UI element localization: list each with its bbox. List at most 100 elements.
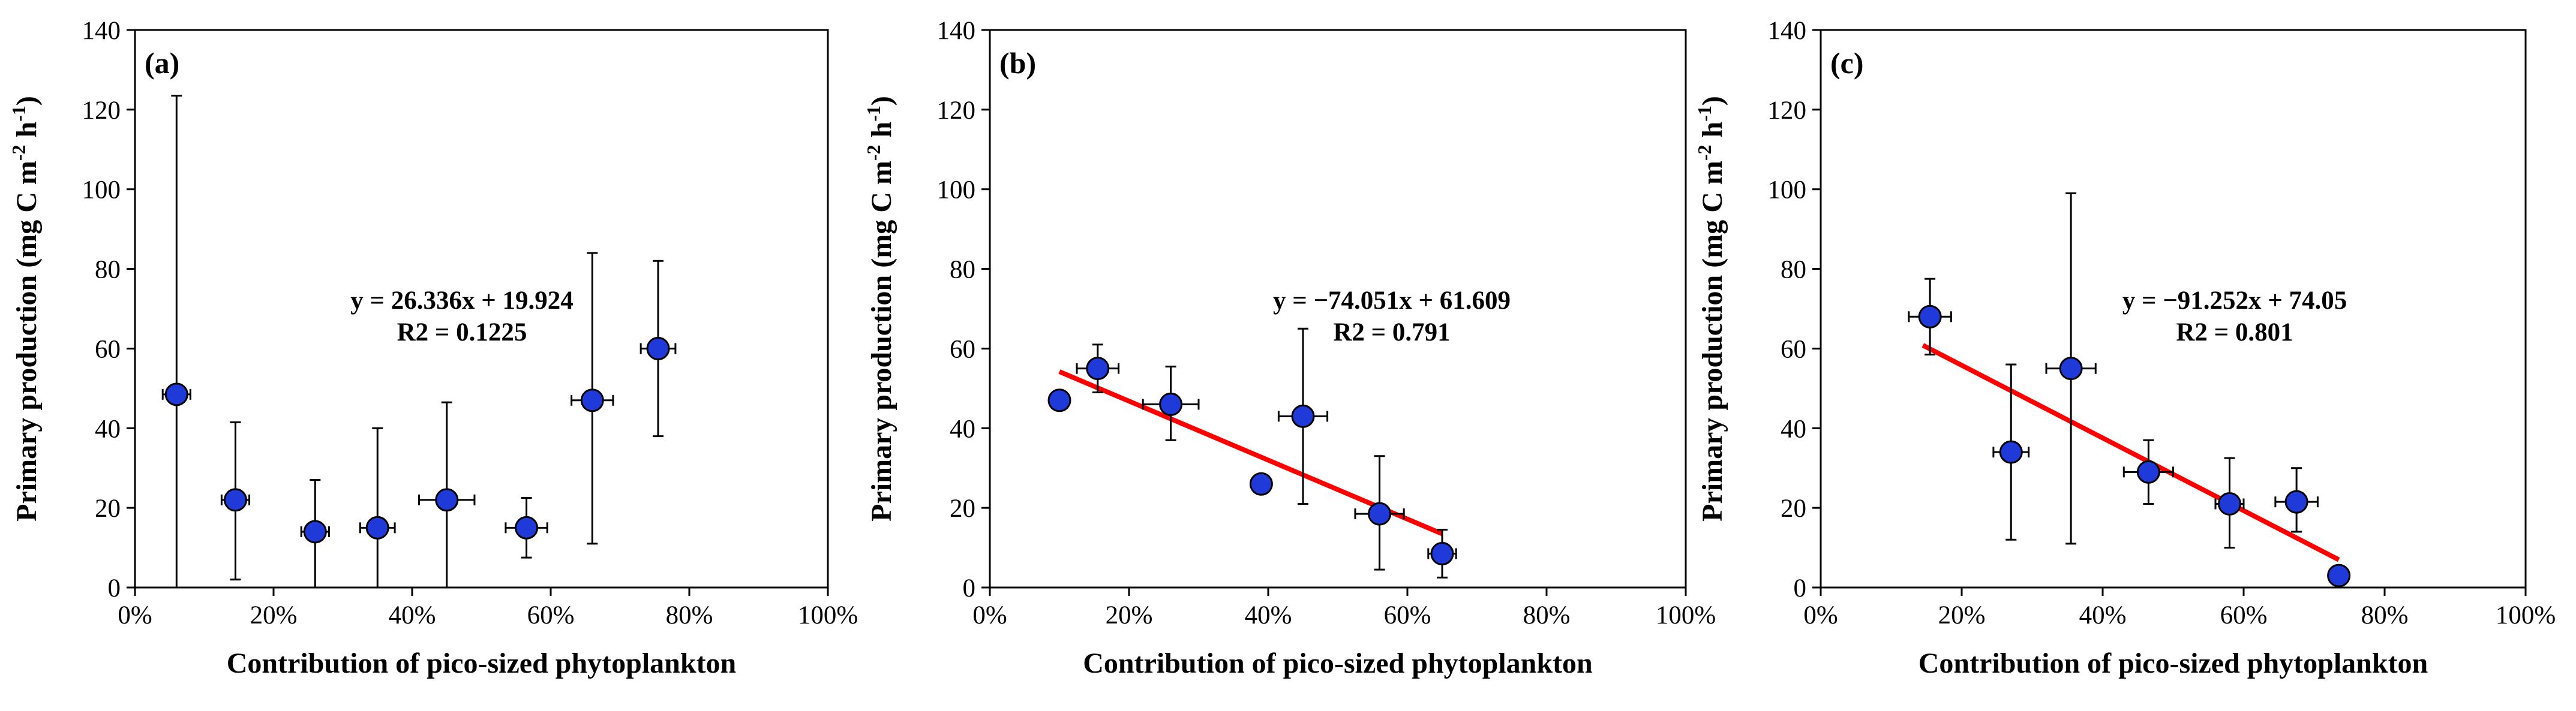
y-tick-label: 20 [1781,495,1806,523]
plot-frame [134,29,829,589]
data-point [1291,404,1315,428]
y-tick-label: 0 [108,574,121,602]
y-axis-title-part: Primary production (mg C m [1697,161,1728,522]
data-point [1430,542,1454,566]
y-axis-title-superscript: -2 [1694,144,1715,161]
x-tick-label: 20% [250,601,298,629]
y-axis-title-superscript: -1 [8,106,29,122]
y-axis-title-superscript: -1 [863,106,884,122]
x-axis-title: Contribution of pico-sized phytoplankton [1919,647,2428,679]
x-axis-title: Contribution of pico-sized phytoplankton [227,647,737,679]
x-tick-label: 100% [2496,601,2556,629]
y-tick-label: 100 [937,176,976,204]
data-point [1999,440,2023,464]
data-point [2136,460,2160,484]
data-point [1918,305,1942,329]
plot-frame [989,29,1687,589]
y-tick-label: 0 [963,574,976,602]
panel-label: (c) [1830,46,1864,80]
r-squared: R2 = 0.791 [1333,318,1450,347]
y-tick-label: 120 [82,97,121,125]
r-squared: R2 = 0.1225 [397,318,527,347]
y-axis-title: Primary production (mg C m-2 h-1) [863,96,897,522]
y-tick-label: 0 [1794,574,1807,602]
data-point [1086,357,1110,381]
y-tick-label: 140 [937,17,976,45]
x-axis-title: Contribution of pico-sized phytoplankton [1083,647,1593,679]
data-point [365,516,389,540]
y-tick-label: 40 [95,415,121,443]
data-point [223,488,247,512]
data-point [1249,472,1273,496]
data-point [1047,388,1071,412]
data-point [1368,502,1392,526]
y-axis-title-part: Primary production (mg C m [866,161,897,522]
data-point [1159,392,1183,416]
y-tick-label: 40 [950,415,975,443]
data-point [580,388,604,412]
y-axis-title-part: h [866,122,897,145]
y-axis-title-superscript: -1 [1694,106,1715,122]
x-tick-label: 40% [1245,601,1292,629]
x-tick-label: 20% [1938,601,1986,629]
y-tick-label: 80 [1781,256,1806,284]
x-tick-label: 20% [1106,601,1153,629]
x-tick-label: 60% [1384,601,1431,629]
y-tick-label: 80 [950,256,975,284]
trend-equation: y = −74.051x + 61.609 [1273,287,1511,315]
y-tick-label: 20 [950,495,975,523]
x-tick-label: 40% [389,601,436,629]
y-axis-title: Primary production (mg C m-2 h-1) [8,96,43,522]
x-tick-label: 80% [666,601,713,629]
data-point [2059,357,2083,381]
y-tick-label: 20 [95,495,121,523]
data-point [2284,490,2308,514]
y-tick-label: 140 [1768,17,1807,45]
x-tick-label: 100% [1656,601,1716,629]
chart-panel-1: 0 20 40 60 80 100 120 140 0% 20% 40% 60% 80% 100% Cont… [8,17,858,679]
r-squared: R2 = 0.801 [2176,318,2293,347]
panel-label: (a) [145,46,179,80]
y-axis-title-superscript: -2 [8,144,29,161]
y-tick-label: 60 [950,335,975,363]
data-point [164,382,188,406]
panel-label: (b) [999,46,1036,80]
data-point [515,516,539,540]
y-tick-label: 40 [1781,415,1806,443]
x-tick-label: 0% [118,601,152,629]
y-tick-label: 60 [95,335,121,363]
x-tick-label: 0% [972,601,1007,629]
y-axis-title-part: Primary production (mg C m [11,161,43,522]
y-axis-title-part: ) [866,96,897,106]
y-tick-label: 120 [937,97,976,125]
y-tick-label: 140 [82,17,121,45]
y-axis-title-part: ) [1697,96,1728,106]
y-tick-label: 80 [95,256,121,284]
x-tick-label: 100% [798,601,858,629]
data-point [2327,564,2351,588]
y-axis-title-part: h [1697,122,1728,145]
data-point [435,488,459,512]
y-axis-title-superscript: -2 [863,144,884,161]
y-axis-title-part: h [11,122,43,145]
trend-equation: y = −91.252x + 74.05 [2122,287,2347,315]
chart-panel-2: 0 20 40 60 80 100 120 140 0% 20% 40% 60% 80% 100% Cont… [863,17,1716,679]
plot-frame [1820,29,2527,589]
y-tick-label: 60 [1781,335,1806,363]
x-tick-label: 60% [2220,601,2268,629]
data-point [303,520,327,544]
trend-equation: y = 26.336x + 19.924 [350,287,574,315]
y-tick-label: 100 [1768,176,1807,204]
y-tick-label: 100 [82,176,121,204]
y-axis-title-part: ) [11,96,43,106]
x-tick-label: 60% [527,601,575,629]
x-tick-label: 40% [2079,601,2127,629]
x-tick-label: 0% [1803,601,1838,629]
chart-panel-3: 0 20 40 60 80 100 120 140 0% 20% 40% 60% 80% 100% Cont… [1694,17,2556,679]
data-point [646,336,670,360]
y-tick-label: 120 [1768,97,1807,125]
trendline [1922,343,2340,562]
x-tick-label: 80% [2361,601,2409,629]
y-axis-title: Primary production (mg C m-2 h-1) [1694,96,1728,522]
